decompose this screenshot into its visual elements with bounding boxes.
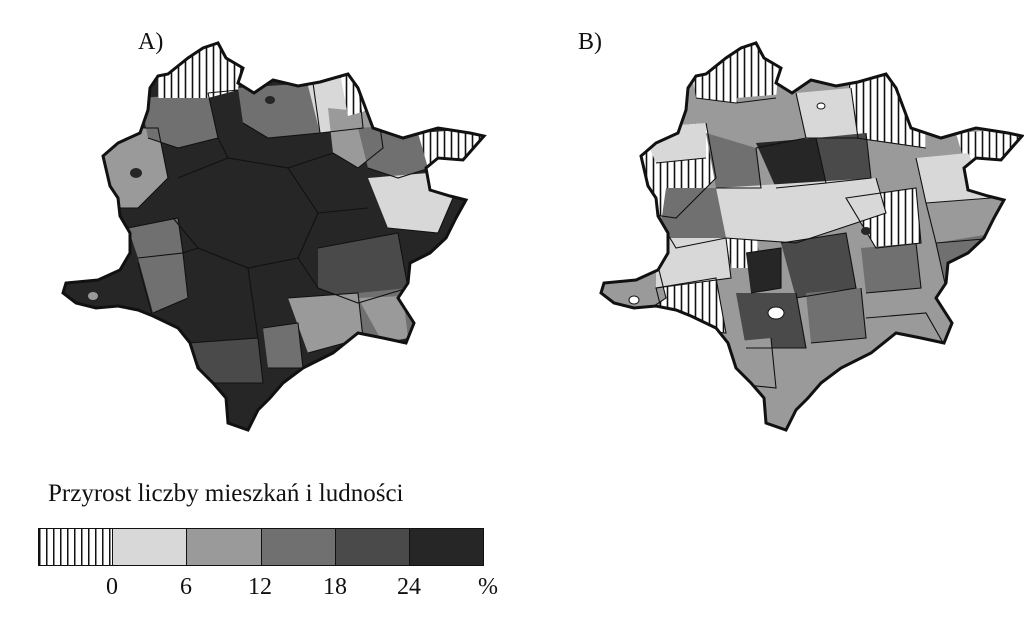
legend-swatch-5	[409, 529, 484, 565]
region-west-a	[98, 128, 168, 208]
region-sw2-a	[138, 253, 188, 313]
legend-tick-18: 18	[323, 574, 347, 600]
map-a-label: A)	[138, 29, 164, 55]
enclave-a3	[88, 292, 98, 300]
legend-unit: %	[478, 574, 498, 600]
internal-borders-b	[635, 87, 997, 389]
region-south-a	[188, 338, 263, 383]
region-north2-b	[796, 88, 858, 138]
legend-swatch-3	[261, 529, 336, 565]
region-core2-b	[816, 133, 871, 183]
legend-tick-24: 24	[397, 574, 421, 600]
region-sw3-a	[128, 218, 183, 258]
region-north1-b	[736, 93, 806, 148]
region-nw2-b	[706, 133, 761, 188]
region-se3-a	[358, 296, 408, 343]
legend-swatch-1	[113, 529, 188, 565]
region-core-dark-b	[756, 138, 826, 188]
map-b	[599, 41, 1024, 432]
enclave-b2	[861, 227, 871, 235]
region-sw2-b	[656, 238, 731, 288]
region-center-south-b	[781, 233, 856, 298]
region-east2-a	[318, 233, 408, 303]
region-east2-b	[916, 153, 991, 203]
enclave-a1	[130, 168, 142, 178]
enclave-a2	[265, 96, 275, 104]
enclave-b1	[767, 306, 785, 320]
legend-tick-6: 6	[180, 574, 192, 600]
enclave-b3	[628, 295, 640, 305]
enclave-b4	[816, 102, 826, 110]
region-south2-b	[806, 288, 866, 343]
legend-swatch-2	[187, 529, 262, 565]
region-south2-a	[263, 323, 303, 368]
map-b-label: B)	[578, 29, 602, 55]
region-north-a	[238, 83, 320, 138]
region-south1-b	[736, 293, 806, 348]
region-east3-b	[926, 198, 996, 243]
region-west2-b	[661, 188, 726, 248]
region-south-dark-b	[746, 248, 781, 293]
region-south3-b	[716, 338, 776, 388]
map-a	[61, 41, 486, 432]
legend-swatch-4	[335, 529, 410, 565]
region-east1-b	[861, 243, 921, 293]
region-se1-a	[288, 293, 363, 353]
legend-swatch-hatched	[39, 529, 114, 565]
legend-title: Przyrost liczby mieszkań i ludności	[48, 480, 404, 507]
legend-bar	[38, 528, 484, 566]
legend-tick-0: 0	[106, 574, 118, 600]
legend-tick-12: 12	[248, 574, 272, 600]
